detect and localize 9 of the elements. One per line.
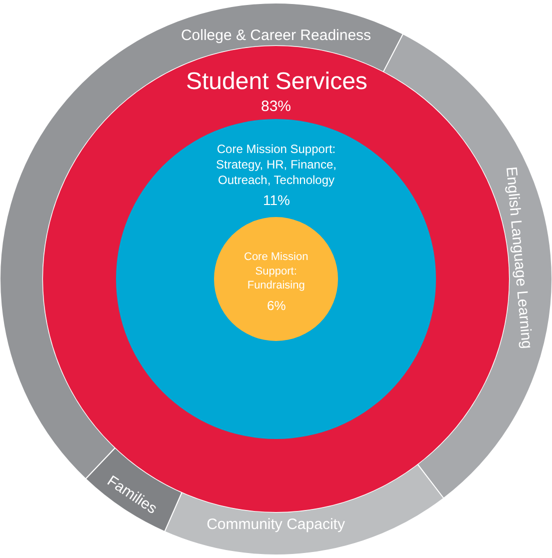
data-label: 83%	[261, 98, 292, 115]
slice-label: English Language Learning	[502, 166, 536, 350]
category-label: Core Mission Support: Fundraising	[244, 251, 308, 292]
slice-label: Community Capacity	[206, 516, 346, 534]
data-label: 11%	[263, 192, 290, 208]
slice-label: College & Career Readiness	[180, 26, 372, 44]
data-label: 6%	[267, 298, 286, 313]
category-label: Core Mission Support: Strategy, HR, Finance, Outreach, Technology	[216, 142, 336, 188]
category-label: Student Services	[186, 68, 368, 95]
